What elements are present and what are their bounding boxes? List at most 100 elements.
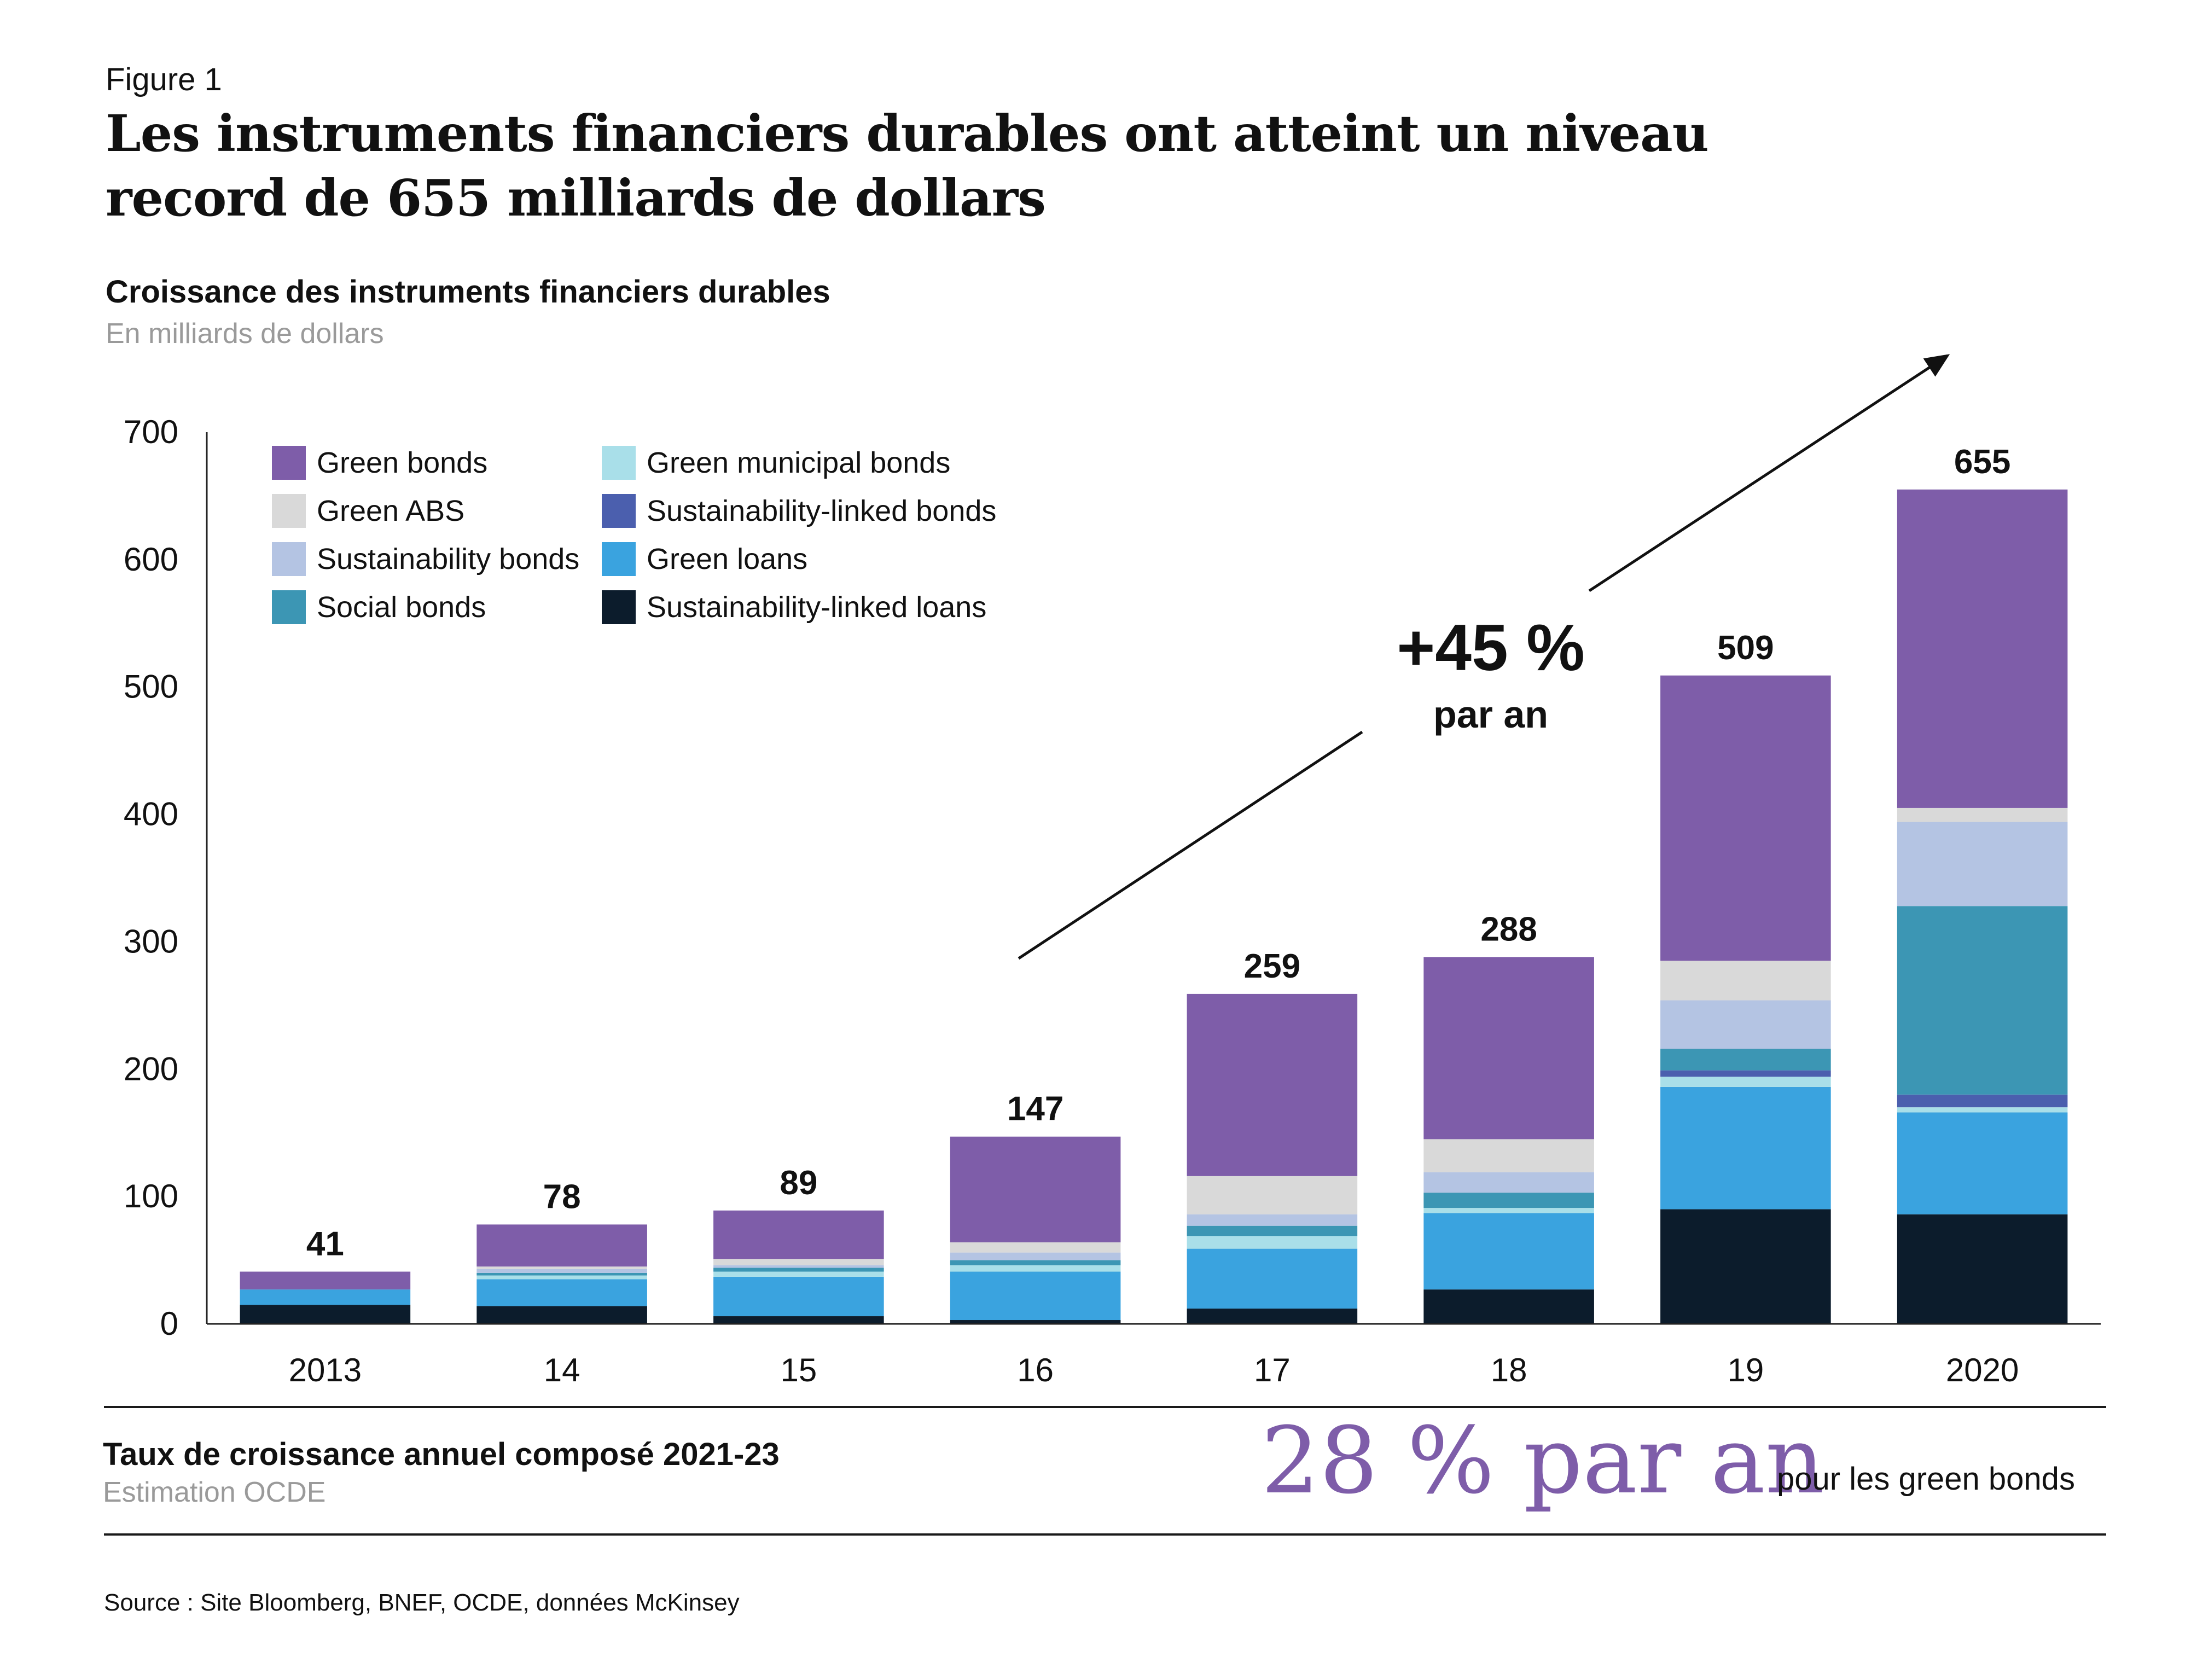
figure-label: Figure 1 <box>106 62 222 97</box>
x-tick-label: 15 <box>781 1352 817 1388</box>
bar-segment <box>476 1266 647 1269</box>
bar-segment <box>950 1271 1121 1321</box>
bar-segment <box>240 1305 411 1324</box>
bar-segment <box>240 1271 411 1290</box>
growth-rate-label: +45 % <box>1397 611 1585 684</box>
bottom-divider <box>104 1533 2106 1536</box>
bar-segment <box>1660 1049 1831 1071</box>
bar-segment <box>1423 1289 1594 1324</box>
x-tick-label: 16 <box>1017 1352 1054 1388</box>
bar-segment <box>1423 1208 1594 1213</box>
bar-segment <box>713 1271 884 1277</box>
bar-total-label: 41 <box>306 1225 344 1263</box>
bar-segment <box>1660 1000 1831 1049</box>
bar-segment <box>476 1306 647 1324</box>
bar-segment <box>713 1268 884 1272</box>
page-title: Les instruments financiers durables ont … <box>106 104 1709 228</box>
y-tick-label: 400 <box>124 796 178 833</box>
bar-segment <box>1187 1176 1358 1214</box>
legend-swatch <box>272 446 306 480</box>
bar-segment <box>1187 1309 1358 1324</box>
bar-segment <box>1423 1213 1594 1290</box>
x-tick-label: 2020 <box>1946 1352 2019 1388</box>
legend-label: Green bonds <box>317 446 487 479</box>
bar-segment <box>1897 906 2068 1095</box>
growth-arrow-upper <box>1588 354 1950 592</box>
bar-total-label: 89 <box>780 1164 817 1202</box>
growth-annotation: +45 % par an <box>1018 354 1950 960</box>
legend-label: Social bonds <box>317 591 486 624</box>
legend-label: Green ABS <box>317 495 464 527</box>
bar-segment <box>476 1224 647 1267</box>
bar-total-label: 259 <box>1244 947 1300 985</box>
legend-label: Sustainability-linked bonds <box>647 495 996 527</box>
bar-segment <box>1423 1193 1594 1208</box>
bar-total-label: 509 <box>1717 629 1774 667</box>
bar-segment <box>1897 489 2068 808</box>
y-tick-label: 200 <box>124 1050 178 1087</box>
legend-swatch <box>602 494 636 528</box>
source-note: Source : Site Bloomberg, BNEF, OCDE, don… <box>104 1589 740 1616</box>
bar-segment <box>1660 1077 1831 1087</box>
legend: Green bonds Green ABS Sustainability bonds… <box>272 446 996 624</box>
legend-swatch <box>602 542 636 576</box>
cagr-sublabel: Estimation OCDE <box>103 1476 326 1508</box>
y-tick-label: 600 <box>124 541 178 578</box>
cagr-label: Taux de croissance annuel composé 2021-2… <box>103 1437 780 1472</box>
bar-total-label: 78 <box>543 1178 581 1216</box>
y-tick-label: 0 <box>160 1305 178 1342</box>
bar-segment <box>1423 1139 1594 1172</box>
top-divider <box>104 1406 2106 1408</box>
bar-segment <box>950 1260 1121 1265</box>
bar-segment <box>476 1269 647 1273</box>
bar-total-label: 288 <box>1480 910 1537 948</box>
x-axis: 2013 14 15 16 17 18 19 2020 <box>207 1323 2101 1388</box>
x-tick-label: 18 <box>1491 1352 1527 1388</box>
bar-total-label: 655 <box>1954 443 2010 481</box>
bar-segment <box>713 1276 884 1317</box>
y-tick-label: 100 <box>124 1178 178 1214</box>
bar-segment <box>1660 1209 1831 1324</box>
bar-segment <box>1187 1236 1358 1249</box>
y-tick-label: 300 <box>124 923 178 960</box>
legend-swatch <box>272 542 306 576</box>
bar-segment <box>1897 807 2068 822</box>
bar-segment <box>1423 957 1594 1140</box>
bar-segment <box>950 1252 1121 1260</box>
bar-segment <box>240 1289 411 1305</box>
bar-segment <box>1897 1112 2068 1214</box>
bars: 41 78 89 147 259 288 509 655 <box>240 443 2068 1324</box>
x-tick-label: 2013 <box>289 1352 362 1388</box>
bar-segment <box>1660 1070 1831 1077</box>
y-tick-label: 700 <box>124 414 178 450</box>
bar-segment <box>1897 822 2068 906</box>
bar-segment <box>950 1320 1121 1324</box>
bar-segment <box>1660 961 1831 1001</box>
x-tick-label: 14 <box>544 1352 580 1388</box>
y-axis: 0 100 200 300 400 500 600 700 <box>124 414 208 1342</box>
legend-swatch <box>602 590 636 624</box>
bar-segment <box>950 1242 1121 1253</box>
growth-arrow-lower <box>1018 730 1363 960</box>
bar-segment <box>1897 1214 2068 1324</box>
x-tick-label: 17 <box>1254 1352 1291 1388</box>
bar-segment <box>1423 1172 1594 1193</box>
bar-segment <box>476 1279 647 1306</box>
bar-segment <box>476 1275 647 1280</box>
bar-segment <box>713 1259 884 1265</box>
chart-subtitle: En milliards de dollars <box>106 318 384 350</box>
bar-segment <box>1897 1107 2068 1113</box>
legend-swatch <box>602 446 636 480</box>
bar-segment <box>1660 675 1831 961</box>
bar-segment <box>950 1265 1121 1272</box>
bar-segment <box>950 1136 1121 1242</box>
bar-segment <box>476 1272 647 1276</box>
growth-rate-sublabel: par an <box>1433 693 1548 736</box>
stacked-bar-chart: 0 100 200 300 400 500 600 700 41 78 89 147 259 288 50… <box>124 354 2101 1388</box>
bar-segment <box>713 1210 884 1259</box>
legend-swatch <box>272 494 306 528</box>
bar-segment <box>1187 1248 1358 1309</box>
bar-segment <box>713 1316 884 1324</box>
bar-segment <box>713 1265 884 1268</box>
legend-label: Green loans <box>647 543 807 575</box>
